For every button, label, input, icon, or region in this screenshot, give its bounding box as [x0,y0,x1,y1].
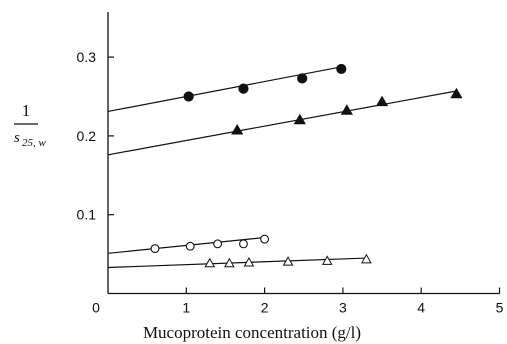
y-tick-label: 0.3 [77,49,97,65]
data-point-open-triangle [321,255,333,265]
data-point-filled-triangle [450,87,463,99]
data-point-open-circle [185,241,195,251]
fit-lines [107,65,457,269]
y-axis-title: 1 s 25, w [14,101,47,149]
x-tick-label: 5 [496,300,504,316]
x-tick-label: 2 [261,300,269,316]
y-tick-label: 0.2 [77,128,97,144]
data-point-filled-triangle [293,113,306,125]
x-tick-label: 0 [92,300,100,316]
y-axis-title-numerator: 1 [22,101,31,120]
x-tick-label: 4 [417,300,425,316]
ticks: 0 1 2 3 4 5 0.1 0.2 0.3 [77,49,504,315]
data-point-filled-circle [183,91,194,102]
data-point-filled-circle [297,73,308,84]
data-point-open-circle [239,239,248,249]
fit-line-filled-circle [107,65,344,113]
axes [107,12,500,295]
data-point-filled-triangle [375,95,389,107]
data-point-open-triangle [361,253,372,264]
data-point-open-triangle [282,256,294,266]
data-point-open-triangle [243,256,255,267]
data-markers [150,63,463,268]
data-point-open-circle [260,234,270,244]
data-point-open-circle [213,239,223,249]
data-point-open-triangle [204,257,216,268]
data-point-open-triangle [224,257,235,268]
data-point-filled-triangle [340,104,353,115]
fit-line-open-triangle [107,257,367,269]
y-axis-title-subscript: 25, w [22,137,47,149]
y-axis-title-denominator: s [14,130,20,146]
data-point-open-circle [150,244,160,254]
fit-line-filled-triangle [107,90,457,156]
data-point-filled-circle [336,63,347,75]
y-tick-label: 0.1 [77,207,97,223]
data-point-filled-circle [238,83,249,94]
x-axis-title: Mucoprotein concentration (g/l) [143,323,361,342]
x-tick-label: 1 [182,300,190,316]
x-tick-label: 3 [339,300,347,316]
data-point-filled-triangle [231,123,244,135]
